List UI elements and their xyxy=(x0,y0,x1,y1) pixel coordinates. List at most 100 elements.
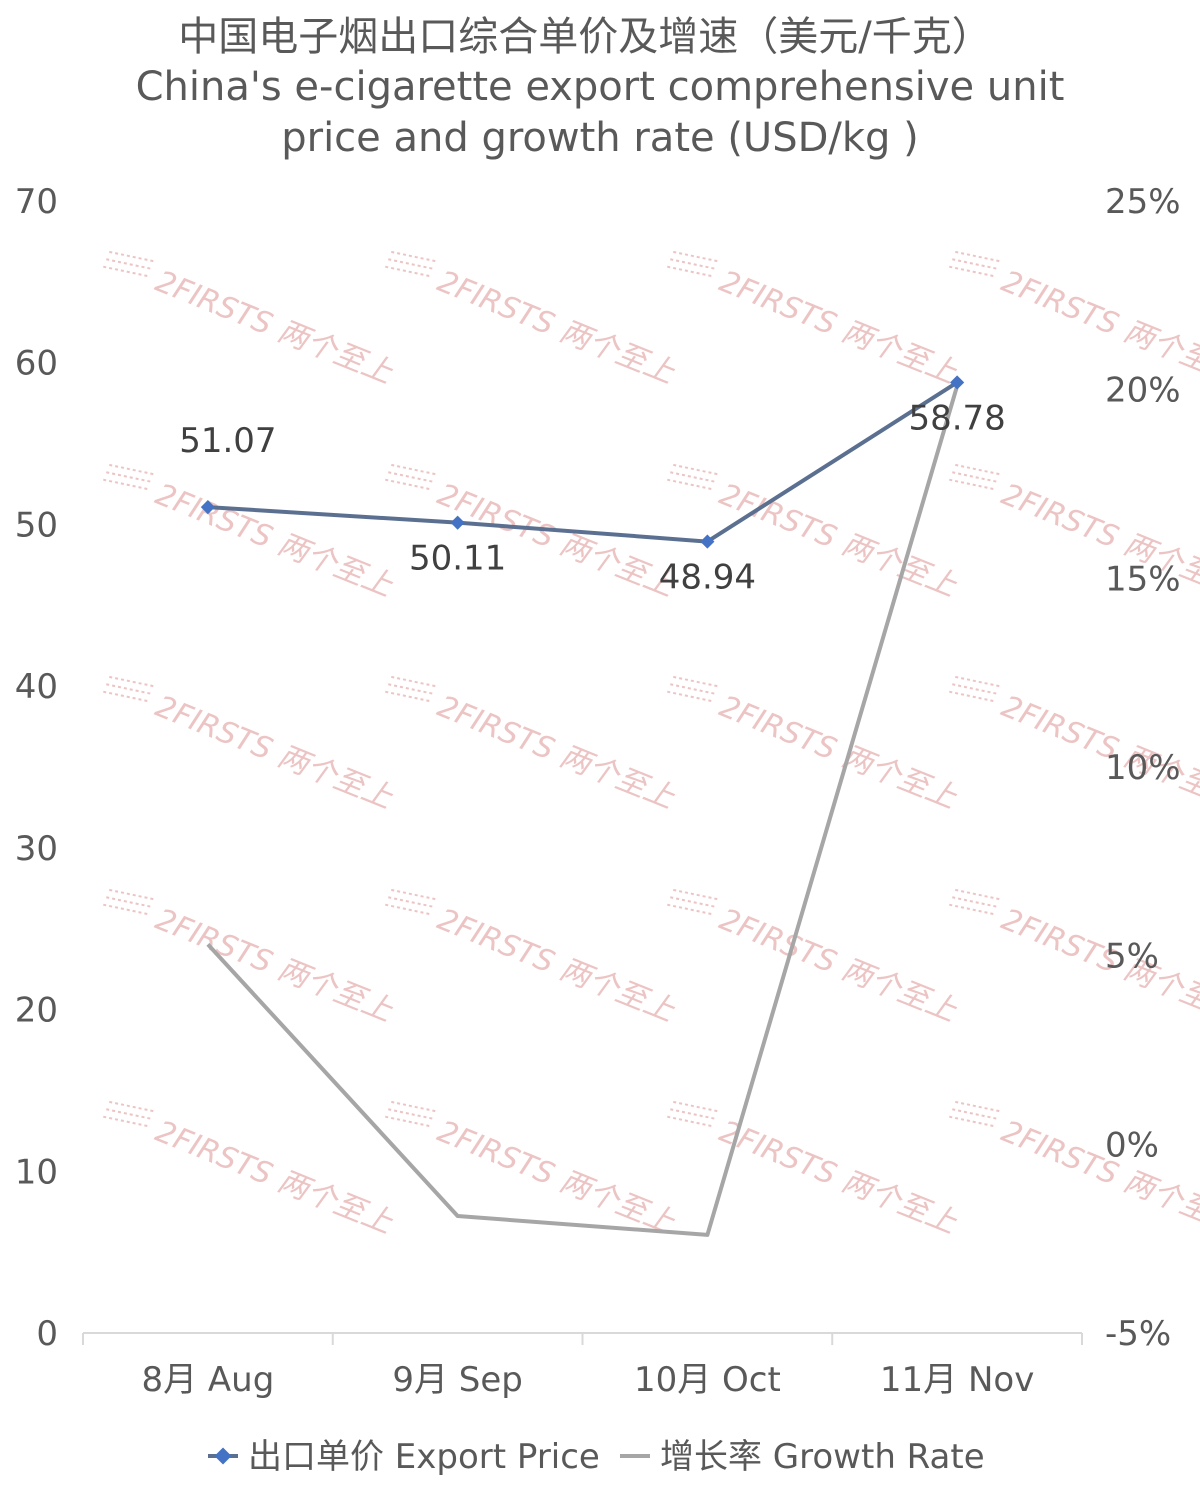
x-axis-category-label: 8月 Aug xyxy=(141,1360,274,1400)
watermark-stroke-icon xyxy=(952,471,998,483)
watermark-stroke-icon xyxy=(955,675,1001,688)
watermark-stroke-icon xyxy=(106,683,152,695)
right-axis: -5% 0% 5% 10% 15% 20% 25% xyxy=(1105,182,1181,1354)
watermark-stroke-icon xyxy=(385,478,431,491)
watermark-stroke-icon xyxy=(670,896,716,908)
watermark-stroke-icon xyxy=(106,896,152,908)
watermark-stroke-icon xyxy=(670,471,716,483)
left-axis-tick-label: 0 xyxy=(36,1314,58,1354)
watermark-stroke-icon xyxy=(103,690,149,703)
watermark-stroke-icon xyxy=(385,265,431,278)
watermark-text: 2FIRSTS 两个至上 xyxy=(151,264,399,391)
export-price-point xyxy=(200,500,215,515)
chart-subtitle-line-1: China's e-cigarette export comprehensive… xyxy=(136,64,1065,110)
left-axis-tick-label: 60 xyxy=(15,344,58,384)
watermark-stroke-icon xyxy=(103,903,149,916)
watermark-layer: 2FIRSTS 两个至上 2FIRSTS 两个至上 2FIRSTS 两个至上 2FIR… xyxy=(103,250,1200,1241)
watermark-logo: 2FIRSTS 两个至上 xyxy=(949,888,1200,1029)
watermark-logo: 2FIRSTS 两个至上 xyxy=(103,250,399,391)
watermark-stroke-icon xyxy=(103,265,149,278)
watermark-stroke-icon xyxy=(109,463,155,476)
watermark-stroke-icon xyxy=(106,471,152,483)
left-axis-tick-label: 30 xyxy=(15,829,58,869)
export-price-point xyxy=(700,534,715,549)
data-label-layer: 51.07 50.11 48.94 58.78 xyxy=(179,398,1006,597)
watermark-logo: 2FIRSTS 两个至上 xyxy=(949,675,1200,816)
watermark-stroke-icon xyxy=(109,250,155,263)
export-price-point xyxy=(950,375,965,390)
watermark-stroke-icon xyxy=(952,683,998,695)
watermark-stroke-icon xyxy=(955,1100,1001,1113)
watermark-logo: 2FIRSTS 两个至上 xyxy=(667,1100,963,1241)
right-axis-tick-label: -5% xyxy=(1105,1314,1171,1354)
watermark-text: 2FIRSTS 两个至上 xyxy=(433,902,681,1029)
watermark-stroke-icon xyxy=(103,478,149,491)
right-axis-tick-label: 15% xyxy=(1105,559,1181,599)
watermark-stroke-icon xyxy=(109,675,155,688)
watermark-stroke-icon xyxy=(106,258,152,270)
watermark-stroke-icon xyxy=(667,1115,713,1128)
watermark-stroke-icon xyxy=(667,265,713,278)
legend: 出口单价 Export Price 增长率 Growth Rate xyxy=(208,1437,985,1477)
watermark-stroke-icon xyxy=(673,463,719,476)
watermark-logo: 2FIRSTS 两个至上 xyxy=(667,250,963,391)
x-axis-category-label: 11月 Nov xyxy=(880,1360,1034,1400)
left-axis-tick-label: 10 xyxy=(15,1152,58,1192)
watermark-stroke-icon xyxy=(952,896,998,908)
growth-rate-series-line xyxy=(206,385,960,1237)
watermark-stroke-icon xyxy=(673,250,719,263)
watermark-stroke-icon xyxy=(103,1115,149,1128)
watermark-text: 2FIRSTS 两个至上 xyxy=(997,1114,1200,1241)
left-axis-tick-label: 40 xyxy=(15,667,58,707)
legend-growth-rate-label: 增长率 Growth Rate xyxy=(660,1437,985,1477)
x-axis-category-label: 9月 Sep xyxy=(392,1360,523,1400)
watermark-text: 2FIRSTS 两个至上 xyxy=(715,1114,963,1241)
watermark-stroke-icon xyxy=(385,690,431,703)
watermark-stroke-icon xyxy=(109,1100,155,1113)
right-axis-tick-label: 10% xyxy=(1105,748,1181,788)
watermark-stroke-icon xyxy=(670,1108,716,1120)
watermark-stroke-icon xyxy=(667,478,713,491)
right-axis-tick-label: 5% xyxy=(1105,937,1159,977)
watermark-text: 2FIRSTS 两个至上 xyxy=(433,689,681,816)
watermark-stroke-icon xyxy=(949,903,995,916)
watermark-stroke-icon xyxy=(109,888,155,901)
export-price-data-label: 58.78 xyxy=(908,398,1005,438)
watermark-logo: 2FIRSTS 两个至上 xyxy=(103,463,398,604)
watermark-stroke-icon xyxy=(385,903,431,916)
watermark-stroke-icon xyxy=(670,683,716,695)
watermark-stroke-icon xyxy=(673,675,719,688)
watermark-stroke-icon xyxy=(388,258,434,270)
export-price-series-line xyxy=(207,380,959,544)
watermark-logo: 2FIRSTS 两个至上 xyxy=(385,1100,680,1241)
watermark-stroke-icon xyxy=(388,471,434,483)
export-price-data-label: 51.07 xyxy=(179,421,276,461)
watermark-text: 2FIRSTS 两个至上 xyxy=(715,689,963,816)
watermark-stroke-icon xyxy=(670,258,716,270)
watermark-text: 2FIRSTS 两个至上 xyxy=(151,1114,399,1241)
watermark-stroke-icon xyxy=(667,903,713,916)
watermark-stroke-icon xyxy=(673,1100,719,1113)
watermark-stroke-icon xyxy=(106,1108,152,1120)
legend-export-price-label: 出口单价 Export Price xyxy=(248,1437,600,1477)
watermark-stroke-icon xyxy=(952,1108,998,1120)
watermark-stroke-icon xyxy=(391,250,437,263)
left-axis-tick-label: 70 xyxy=(15,182,58,222)
watermark-stroke-icon xyxy=(391,675,437,688)
export-price-data-label: 48.94 xyxy=(659,558,756,598)
watermark-logo: 2FIRSTS 两个至上 xyxy=(667,675,963,816)
watermark-logo: 2FIRSTS 两个至上 xyxy=(667,888,963,1029)
left-axis: 0 10 20 30 40 50 60 70 xyxy=(15,182,58,1354)
left-axis-tick-label: 20 xyxy=(15,991,58,1031)
watermark-logo: 2FIRSTS 两个至上 xyxy=(385,675,681,816)
watermark-stroke-icon xyxy=(949,265,995,278)
watermark-stroke-icon xyxy=(388,896,434,908)
watermark-stroke-icon xyxy=(949,1115,995,1128)
watermark-text: 2FIRSTS 两个至上 xyxy=(715,264,963,391)
watermark-logo: 2FIRSTS 两个至上 xyxy=(385,463,680,604)
watermark-text: 2FIRSTS 两个至上 xyxy=(715,902,963,1029)
chart-title: 中国电子烟出口综合单价及增速（美元/千克） xyxy=(178,14,991,60)
right-axis-tick-label: 0% xyxy=(1105,1125,1159,1165)
watermark-stroke-icon xyxy=(667,690,713,703)
watermark-stroke-icon xyxy=(388,1108,434,1120)
